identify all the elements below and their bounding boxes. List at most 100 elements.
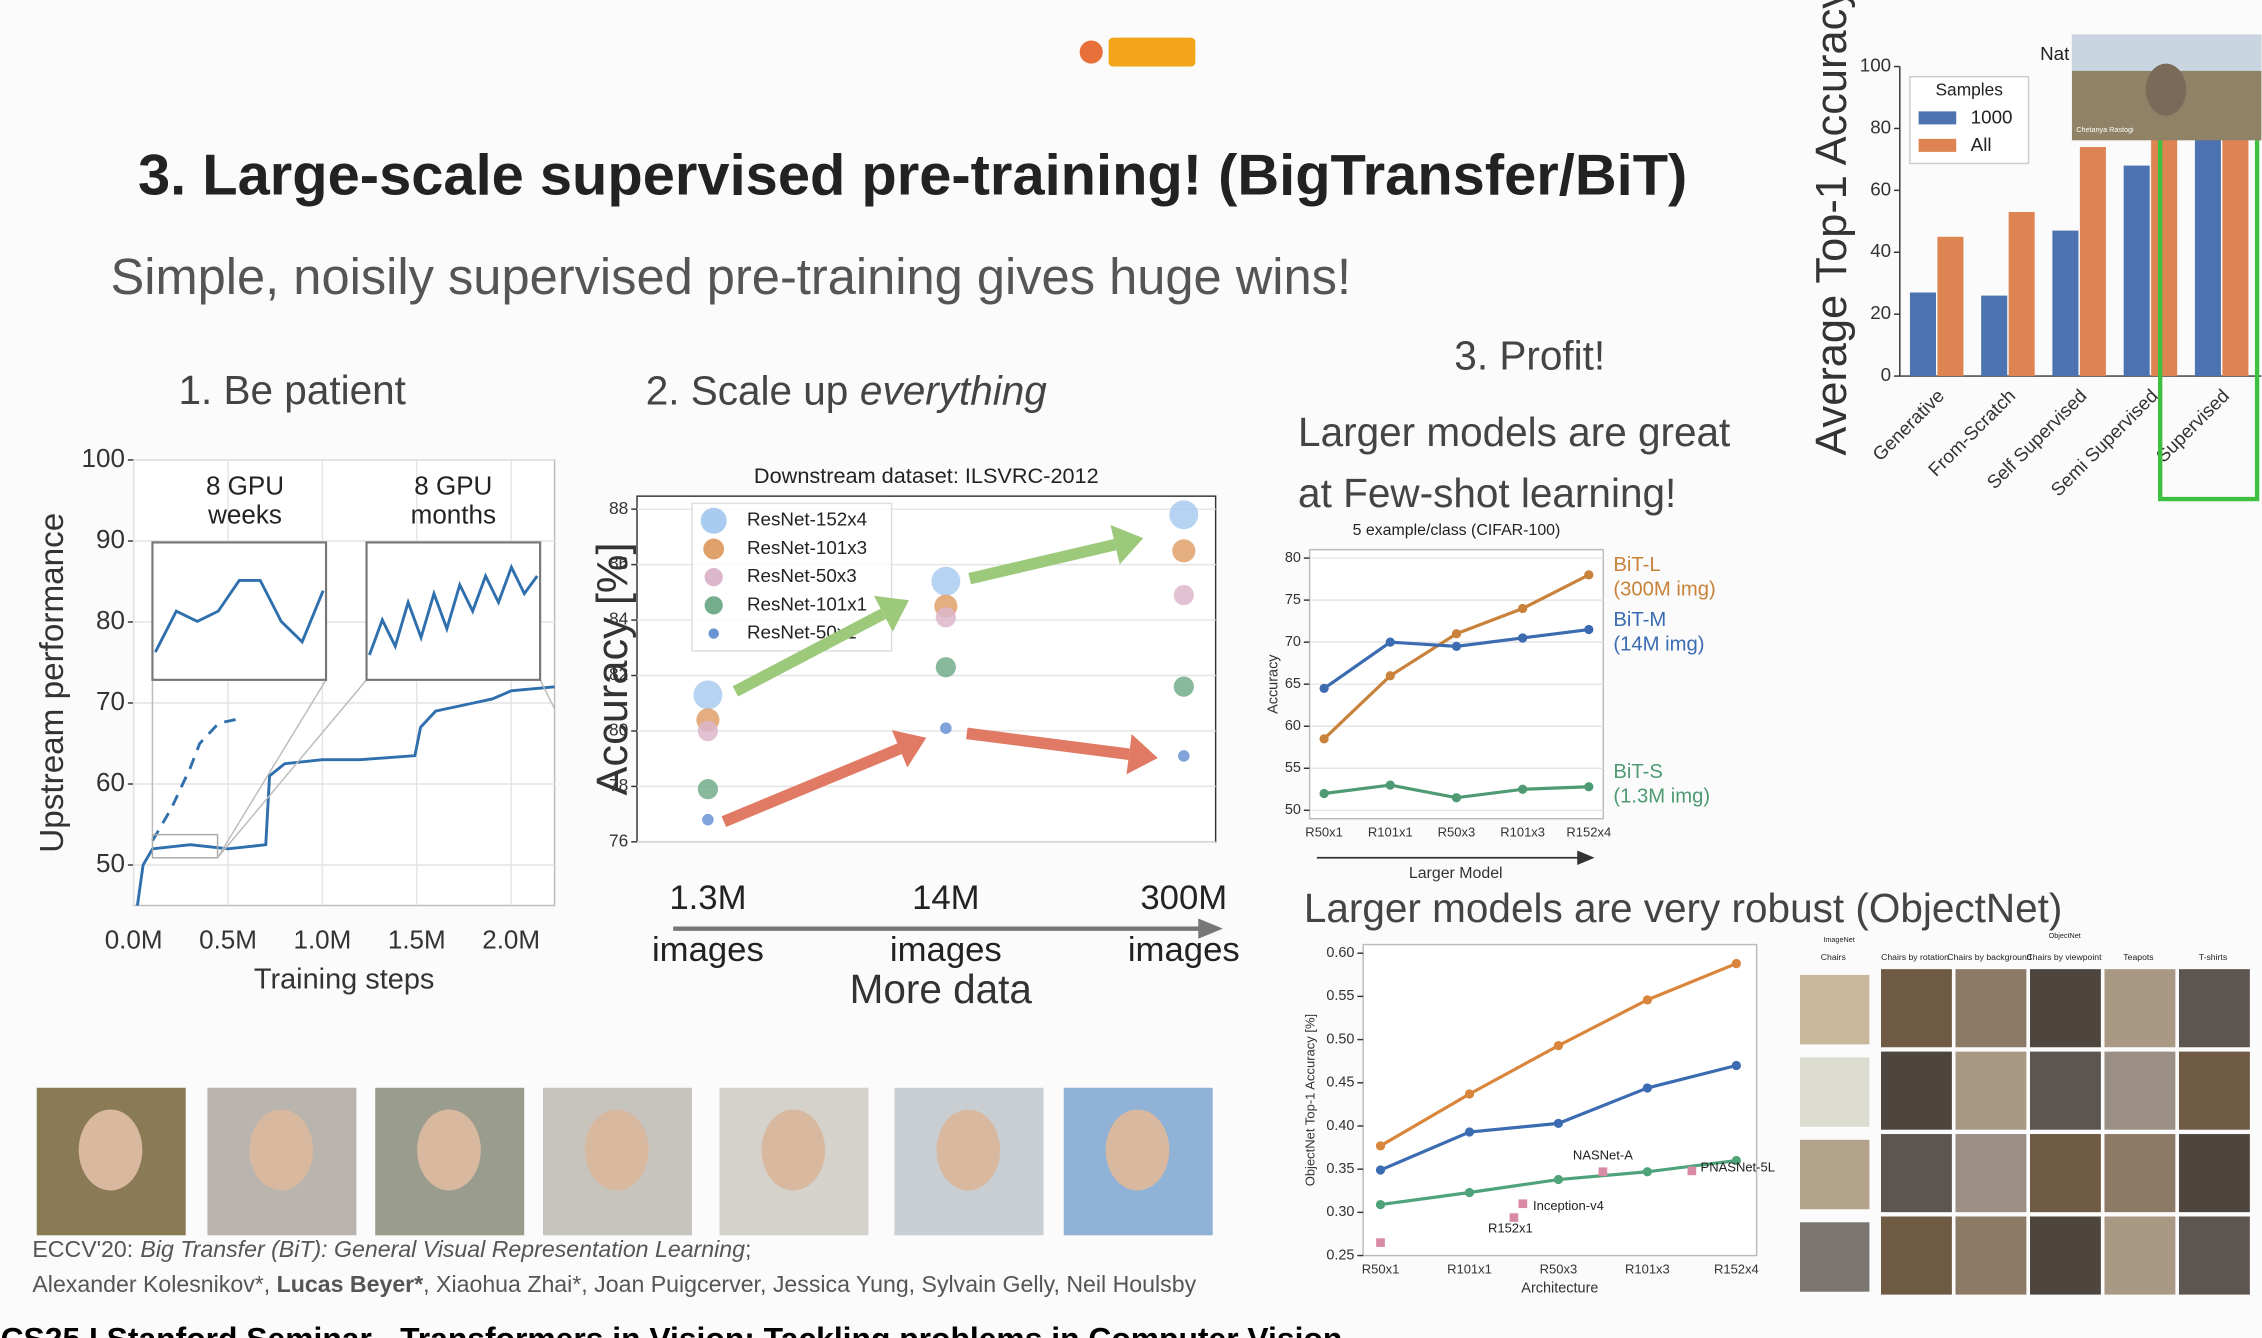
- x-tick-label: R101x1: [1447, 1261, 1492, 1276]
- marker: [1464, 1089, 1475, 1099]
- legend-label: ResNet-101x1: [747, 593, 867, 614]
- y-tick-label: 70: [1285, 634, 1301, 650]
- slide-title: 3. Large-scale supervised pre-training! …: [138, 144, 1687, 208]
- column-header: Chairs by rotation: [1881, 952, 1949, 962]
- chart-title: 5 example/class (CIFAR-100): [1353, 522, 1561, 539]
- plot-area: [1362, 943, 1758, 1257]
- citation: ECCV'20: Big Transfer (BiT): General Visu…: [32, 1236, 751, 1262]
- x-tick-label: 0.5M: [199, 925, 257, 955]
- chart: 50 60 70 80 90 100 0.0M 0.5M 1.0M 1.5M 2.0M Upstrea…: [34, 443, 556, 995]
- marker: [1319, 734, 1329, 744]
- y-tick-label: 50: [1285, 802, 1301, 818]
- y-tick-label: 0: [1881, 364, 1891, 385]
- arrow-head: [1126, 734, 1158, 775]
- x-tick-label: R101x3: [1500, 825, 1545, 840]
- marker: [1319, 788, 1329, 799]
- objectnet-image: [2104, 969, 2176, 1048]
- objectnet-image: [2029, 969, 2101, 1048]
- step-heading: 2. Scale up everything: [646, 367, 1048, 413]
- y-tick-label: 0.55: [1326, 988, 1354, 1004]
- objectnet-image: [1955, 1051, 2027, 1130]
- column-header: Chairs: [1821, 952, 1847, 962]
- x-tick-label: R50x3: [1540, 1261, 1578, 1276]
- y-tick-label: 60: [1870, 178, 1891, 199]
- x-tick-label: 1.5M: [388, 925, 446, 955]
- point-label: PNASNet-5L: [1701, 1159, 1775, 1174]
- y-tick-label: 20: [1870, 302, 1891, 323]
- arrow: [968, 539, 1117, 585]
- y-tick-label: 80: [1870, 116, 1891, 137]
- y-tick-label: 70: [96, 686, 125, 716]
- point: [1173, 676, 1194, 697]
- bar: [2151, 128, 2178, 377]
- objectnet-image: [2178, 1216, 2250, 1295]
- point: [697, 720, 719, 742]
- legend-label: ResNet-101x3: [747, 537, 867, 558]
- legend-marker: [704, 568, 723, 587]
- webcam-person: [2145, 63, 2187, 116]
- y-axis-label: Accuracy: [1265, 654, 1281, 714]
- marker: [1518, 603, 1528, 614]
- legend-label: All: [1971, 134, 1992, 155]
- column-header: Chairs by viewpoint: [2026, 952, 2102, 962]
- x-tick-label: 1.0M: [293, 925, 351, 955]
- arrow-head: [873, 595, 909, 632]
- y-tick-label: 82: [609, 664, 628, 684]
- x-tick-label: R152x4: [1566, 825, 1611, 840]
- step-heading: 1. Be patient: [178, 367, 405, 413]
- series-label: BiT-S: [1613, 761, 1663, 783]
- y-tick-label: 0.45: [1326, 1075, 1354, 1091]
- authors: Alexander Kolesnikov*, Lucas Beyer*, Xia…: [32, 1271, 1196, 1297]
- x-tick-label: 300M: [1140, 879, 1227, 917]
- point: [931, 566, 961, 596]
- y-tick-label: 0.50: [1326, 1031, 1354, 1047]
- face: [78, 1109, 143, 1191]
- x-tick-label: images: [890, 931, 1002, 969]
- point-label: NASNet-A: [1573, 1147, 1633, 1162]
- author: Lucas Beyer*: [277, 1271, 424, 1297]
- header: ImageNet: [1823, 935, 1854, 944]
- marker: [1731, 1155, 1741, 1166]
- bar: [1909, 292, 1936, 377]
- x-tick-label: images: [1128, 931, 1240, 969]
- marker: [1518, 784, 1528, 794]
- legend-marker: [708, 628, 719, 639]
- arrow-head: [1198, 918, 1223, 939]
- connector: [216, 679, 327, 859]
- sharing-indicator[interactable]: [1108, 37, 1196, 67]
- x-tick-label: R50x1: [1362, 1261, 1400, 1276]
- y-tick-label: 40: [1870, 240, 1891, 261]
- bar: [2194, 112, 2221, 377]
- objectnet-image: [2104, 1216, 2176, 1295]
- step-emphasis: everything: [860, 367, 1047, 413]
- x-axis-label: Larger Model: [1409, 865, 1503, 882]
- marker: [1451, 629, 1462, 639]
- y-tick-label: 100: [1860, 55, 1891, 76]
- x-axis-label: Architecture: [1521, 1281, 1598, 1297]
- x-tick-label: 1.3M: [669, 879, 746, 917]
- marker: [1731, 1060, 1741, 1071]
- arrow: [966, 727, 1130, 761]
- y-tick-label: 80: [96, 605, 125, 635]
- face: [936, 1109, 1001, 1191]
- objectnet-image: [2104, 1134, 2176, 1213]
- y-tick-label: 50: [96, 848, 125, 878]
- y-axis-label: Upstream performance: [34, 513, 71, 853]
- series-note: (14M img): [1613, 633, 1704, 655]
- bar: [2079, 147, 2106, 377]
- y-tick-label: 65: [1285, 676, 1301, 692]
- objectnet-image: [1955, 1134, 2027, 1213]
- y-tick-label: 60: [1285, 718, 1301, 734]
- y-tick-label: 80: [1285, 550, 1301, 566]
- step-text: 2. Scale up: [646, 367, 849, 413]
- legend-marker: [703, 538, 725, 560]
- author: Alexander Kolesnikov*,: [32, 1271, 276, 1297]
- inset-line: [154, 578, 325, 653]
- point: [1169, 500, 1199, 530]
- legend-label: ResNet-152x4: [747, 509, 867, 530]
- y-tick-label: 0.60: [1326, 945, 1354, 961]
- legend-label: ResNet-50x3: [747, 565, 857, 586]
- point: [935, 657, 956, 678]
- marker: [1584, 570, 1594, 580]
- marker: [1451, 641, 1462, 651]
